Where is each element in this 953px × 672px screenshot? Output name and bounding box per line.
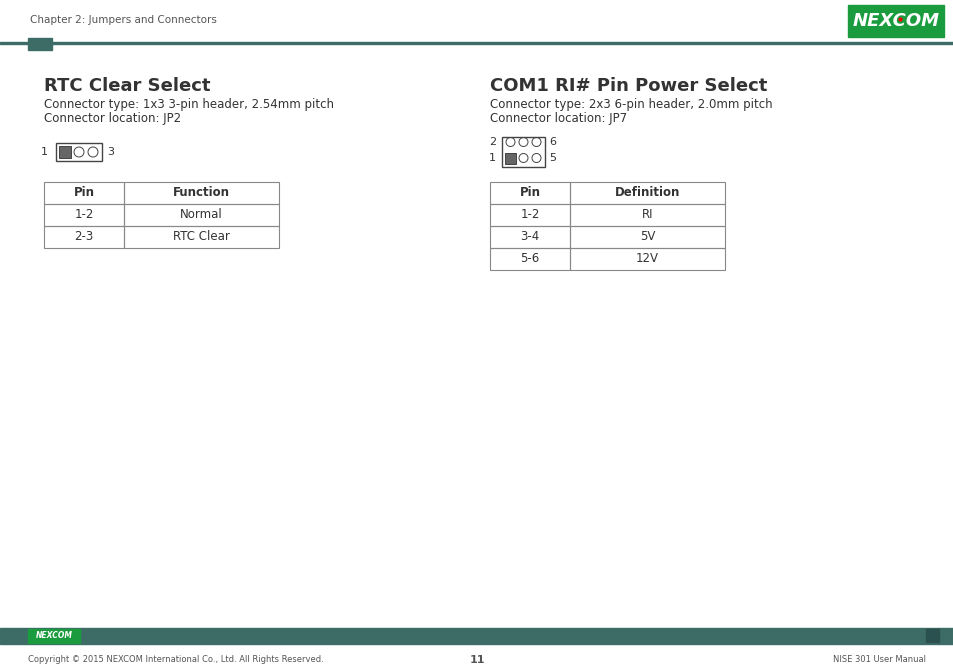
Text: Copyright © 2015 NEXCOM International Co., Ltd. All Rights Reserved.: Copyright © 2015 NEXCOM International Co… bbox=[28, 655, 323, 665]
Text: 3-4: 3-4 bbox=[519, 230, 539, 243]
Text: 1: 1 bbox=[489, 153, 496, 163]
Bar bbox=[932, 629, 938, 635]
Text: 11: 11 bbox=[469, 655, 484, 665]
Bar bbox=[847, 5, 943, 37]
Bar bbox=[501, 136, 544, 167]
Bar bbox=[0, 42, 953, 44]
Text: 1: 1 bbox=[41, 147, 48, 157]
Bar bbox=[44, 182, 124, 204]
Text: NEXCOM: NEXCOM bbox=[852, 12, 939, 30]
Bar bbox=[124, 226, 278, 248]
Text: RTC Clear Select: RTC Clear Select bbox=[44, 77, 211, 95]
Text: COM1 RI# Pin Power Select: COM1 RI# Pin Power Select bbox=[490, 77, 766, 95]
Text: NISE 301 User Manual: NISE 301 User Manual bbox=[832, 655, 925, 665]
Text: Function: Function bbox=[172, 187, 230, 200]
Bar bbox=[569, 182, 724, 204]
Bar bbox=[28, 629, 80, 643]
Text: 1-2: 1-2 bbox=[519, 208, 539, 222]
Text: Definition: Definition bbox=[614, 187, 679, 200]
Bar bbox=[569, 204, 724, 226]
Text: 3: 3 bbox=[107, 147, 113, 157]
Bar bbox=[44, 226, 124, 248]
Bar bbox=[124, 182, 278, 204]
Bar bbox=[932, 636, 938, 642]
Bar bbox=[44, 204, 124, 226]
Bar bbox=[925, 636, 931, 642]
Text: 1-2: 1-2 bbox=[74, 208, 93, 222]
Bar bbox=[56, 143, 102, 161]
Bar bbox=[490, 226, 569, 248]
Text: 5: 5 bbox=[548, 153, 556, 163]
Text: 2-3: 2-3 bbox=[74, 230, 93, 243]
Text: 12V: 12V bbox=[636, 253, 659, 265]
Text: Connector location: JP2: Connector location: JP2 bbox=[44, 112, 181, 125]
Bar bbox=[504, 153, 516, 163]
Bar bbox=[0, 628, 953, 644]
Text: Pin: Pin bbox=[73, 187, 94, 200]
Text: Pin: Pin bbox=[519, 187, 540, 200]
Bar bbox=[124, 204, 278, 226]
Text: Chapter 2: Jumpers and Connectors: Chapter 2: Jumpers and Connectors bbox=[30, 15, 216, 25]
Text: Connector location: JP7: Connector location: JP7 bbox=[490, 112, 626, 125]
Bar bbox=[28, 38, 52, 50]
Text: 2: 2 bbox=[488, 137, 496, 147]
Text: 6: 6 bbox=[548, 137, 556, 147]
Text: Normal: Normal bbox=[180, 208, 223, 222]
Bar bbox=[569, 248, 724, 270]
Text: 5-6: 5-6 bbox=[519, 253, 539, 265]
Bar bbox=[569, 226, 724, 248]
Text: 5V: 5V bbox=[639, 230, 655, 243]
Text: Connector type: 2x3 6-pin header, 2.0mm pitch: Connector type: 2x3 6-pin header, 2.0mm … bbox=[490, 98, 772, 111]
Bar bbox=[490, 248, 569, 270]
Text: RTC Clear: RTC Clear bbox=[172, 230, 230, 243]
Text: Connector type: 1x3 3-pin header, 2.54mm pitch: Connector type: 1x3 3-pin header, 2.54mm… bbox=[44, 98, 334, 111]
Text: RI: RI bbox=[641, 208, 653, 222]
Bar bbox=[490, 204, 569, 226]
Bar bbox=[59, 146, 71, 158]
Bar bbox=[490, 182, 569, 204]
Text: NEXCOM: NEXCOM bbox=[35, 632, 72, 640]
Bar bbox=[925, 629, 931, 635]
